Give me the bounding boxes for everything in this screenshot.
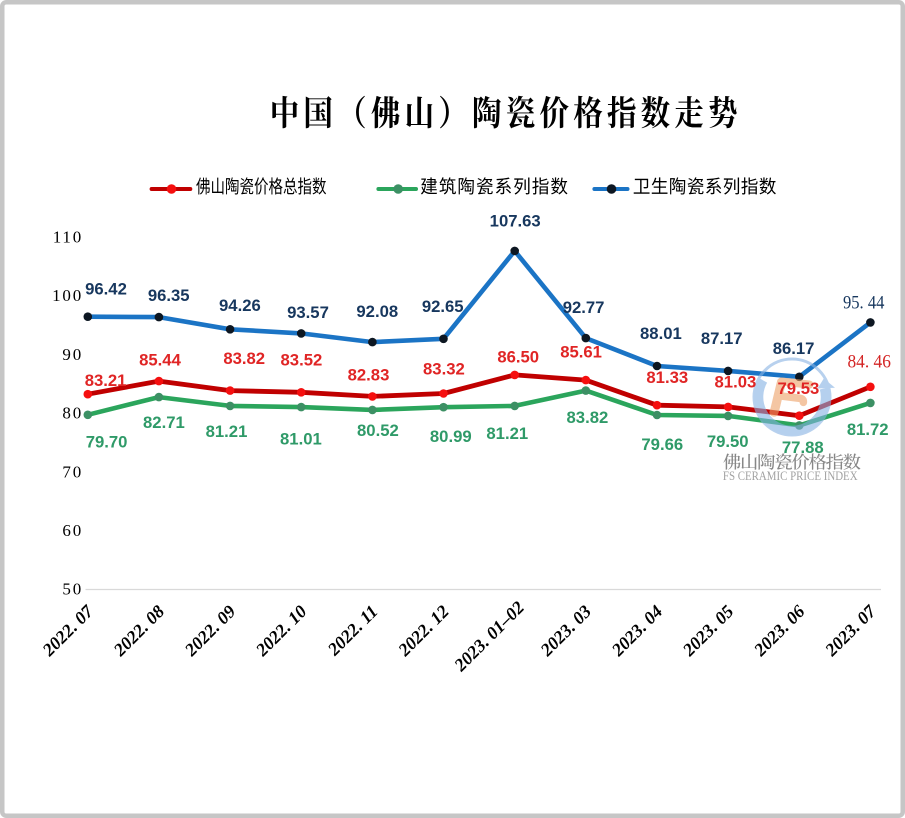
svg-text:81.21: 81.21	[486, 424, 528, 443]
svg-text:110: 110	[53, 228, 83, 247]
svg-text:82.71: 82.71	[143, 413, 185, 432]
svg-text:83.82: 83.82	[223, 349, 265, 368]
svg-text:80.52: 80.52	[357, 421, 399, 440]
svg-text:FS CERAMIC PRICE INDEX: FS CERAMIC PRICE INDEX	[723, 469, 858, 483]
svg-text:77.88: 77.88	[782, 438, 824, 457]
svg-text:81.21: 81.21	[206, 422, 248, 441]
svg-text:83.32: 83.32	[423, 360, 465, 379]
svg-text:94.26: 94.26	[219, 296, 261, 315]
svg-text:79.53: 79.53	[778, 379, 820, 398]
svg-text:83.21: 83.21	[85, 371, 127, 390]
svg-text:79.66: 79.66	[641, 435, 683, 454]
svg-text:95. 44: 95. 44	[843, 293, 884, 313]
svg-text:50: 50	[62, 580, 83, 599]
svg-text:100: 100	[52, 286, 83, 305]
svg-text:107.63: 107.63	[490, 212, 541, 231]
svg-text:70: 70	[62, 462, 83, 481]
svg-text:86.50: 86.50	[497, 347, 539, 366]
svg-text:83.52: 83.52	[281, 351, 323, 370]
svg-text:85.44: 85.44	[139, 351, 181, 370]
svg-text:96.35: 96.35	[148, 286, 190, 305]
svg-text:79.70: 79.70	[86, 432, 128, 451]
svg-text:80: 80	[62, 404, 83, 423]
svg-text:90: 90	[62, 345, 83, 364]
svg-text:93.57: 93.57	[287, 303, 329, 322]
svg-text:88.01: 88.01	[640, 324, 682, 343]
svg-text:79.50: 79.50	[707, 432, 749, 451]
svg-text:81.01: 81.01	[280, 430, 322, 449]
svg-text:80.99: 80.99	[430, 427, 472, 446]
svg-text:82.83: 82.83	[348, 366, 390, 385]
svg-text:92.77: 92.77	[563, 298, 605, 317]
svg-text:83.82: 83.82	[567, 408, 609, 427]
svg-text:81.03: 81.03	[715, 372, 757, 391]
svg-text:92.65: 92.65	[422, 297, 464, 316]
svg-text:86.17: 86.17	[773, 339, 815, 358]
svg-text:92.08: 92.08	[356, 302, 398, 321]
svg-text:84. 46: 84. 46	[848, 353, 891, 373]
svg-text:60: 60	[62, 521, 83, 540]
svg-text:85.61: 85.61	[560, 343, 602, 362]
svg-text:87.17: 87.17	[701, 329, 743, 348]
svg-text:96.42: 96.42	[85, 279, 127, 298]
svg-text:81.72: 81.72	[847, 420, 889, 439]
svg-text:81.33: 81.33	[646, 368, 688, 387]
